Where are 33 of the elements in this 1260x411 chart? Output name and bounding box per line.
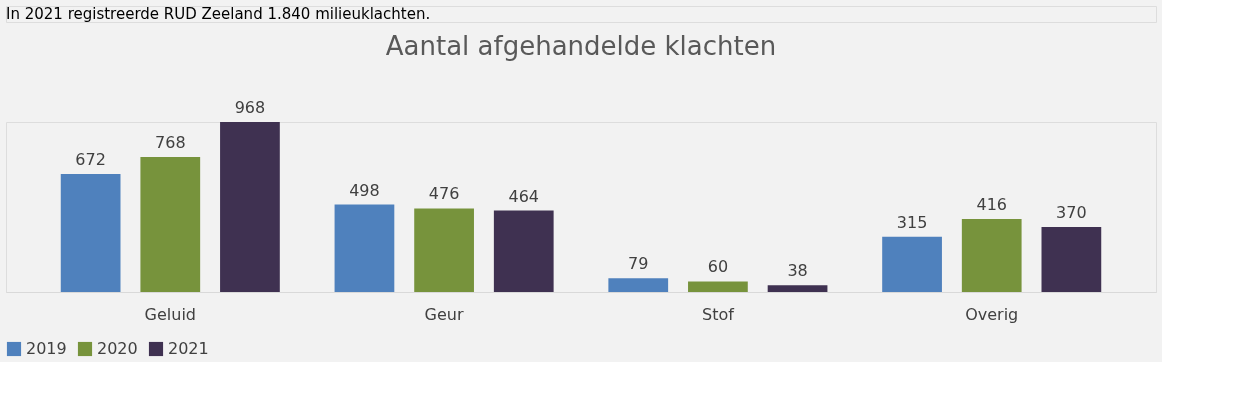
bar bbox=[414, 208, 474, 292]
data-label: 768 bbox=[155, 133, 186, 153]
legend-label: 2021 bbox=[168, 339, 209, 358]
data-label: 968 bbox=[234, 98, 266, 117]
x-tick-label: Stof bbox=[701, 304, 735, 324]
data-label: 464 bbox=[508, 186, 540, 206]
data-label: 38 bbox=[787, 261, 808, 281]
chart-title: Aantal afgehandelde klachten bbox=[385, 31, 777, 61]
x-tick-label: Overig bbox=[965, 304, 1019, 324]
bar bbox=[608, 278, 669, 292]
data-label: 416 bbox=[976, 194, 1007, 214]
data-label: 60 bbox=[707, 257, 729, 277]
bar bbox=[140, 157, 201, 292]
bar bbox=[688, 281, 748, 292]
data-label: 476 bbox=[428, 184, 460, 204]
bar bbox=[220, 122, 280, 292]
data-label: 315 bbox=[896, 212, 928, 232]
bar bbox=[961, 218, 1022, 292]
text: In 2021 registreerde RUD Zeeland 1.840 milieuklachten. bbox=[6, 5, 431, 23]
x-tick-label: Geur bbox=[424, 304, 464, 324]
bar bbox=[767, 285, 828, 292]
data-label: 672 bbox=[75, 149, 106, 169]
data-label: 498 bbox=[349, 180, 380, 200]
bar bbox=[1041, 227, 1102, 292]
bar bbox=[334, 204, 395, 292]
legend-label: 2019 bbox=[26, 339, 67, 358]
bar bbox=[493, 210, 554, 292]
x-tick-label: Geluid bbox=[144, 304, 196, 324]
data-label: 79 bbox=[628, 254, 649, 274]
bar bbox=[882, 236, 942, 292]
bar bbox=[60, 173, 121, 292]
data-label: 370 bbox=[1056, 203, 1087, 223]
legend-label: 2020 bbox=[97, 339, 138, 358]
